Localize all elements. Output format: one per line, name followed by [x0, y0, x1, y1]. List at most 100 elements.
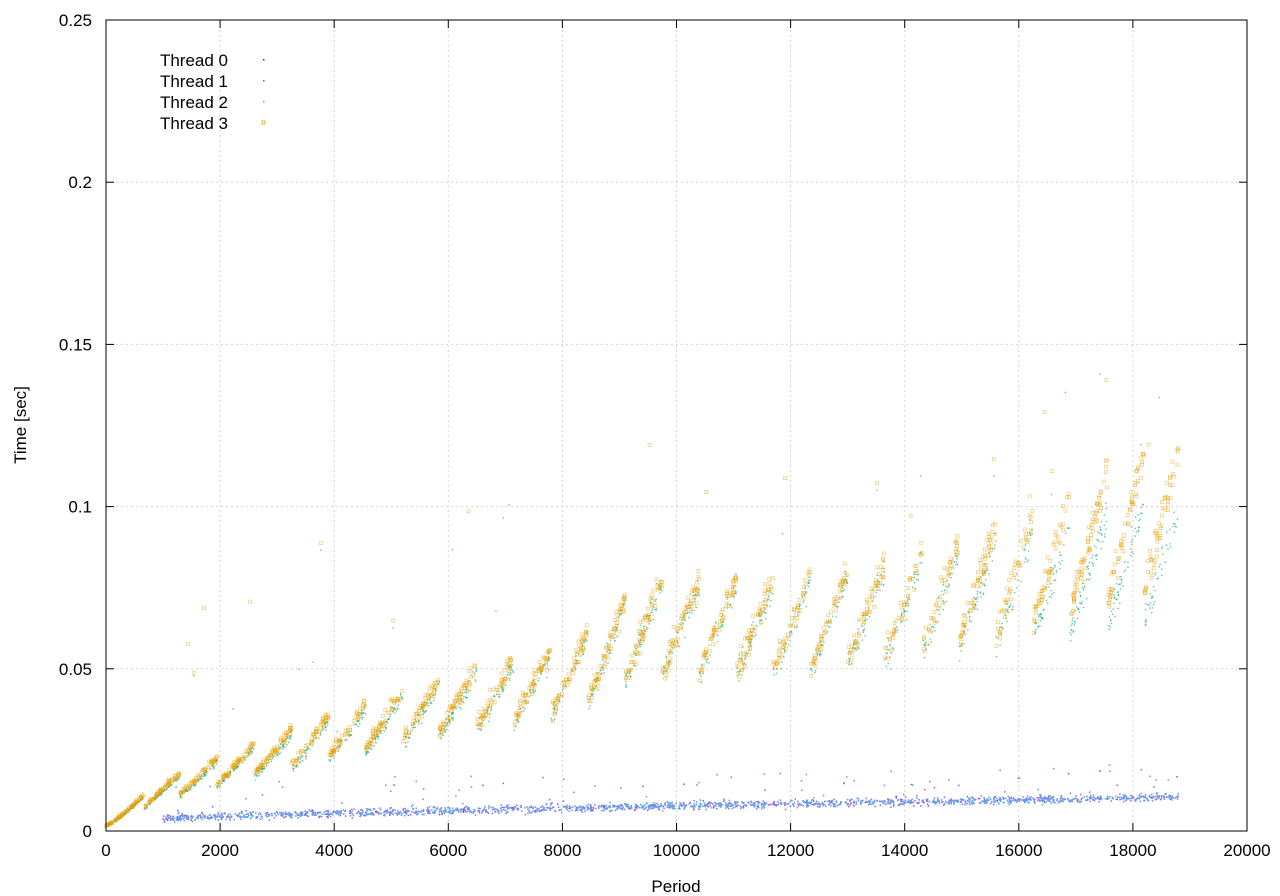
- data-point: [850, 650, 855, 655]
- data-point: [946, 802, 948, 804]
- data-point: [718, 627, 720, 630]
- data-point: [961, 625, 966, 629]
- data-point: [1130, 500, 1134, 504]
- data-point: [821, 644, 823, 647]
- data-point: [889, 643, 891, 646]
- data-point: [1043, 569, 1047, 574]
- data-point: [1128, 508, 1133, 512]
- data-point: [700, 663, 705, 668]
- data-point: [651, 611, 653, 613]
- data-point: [998, 627, 1003, 631]
- data-point: [576, 639, 581, 644]
- data-point: [1116, 598, 1118, 600]
- data-point: [720, 618, 724, 623]
- data-point: [691, 612, 693, 615]
- data-point: [319, 734, 322, 736]
- data-point: [879, 804, 882, 806]
- data-point: [223, 780, 225, 783]
- data-point: [278, 753, 280, 755]
- data-point: [321, 722, 326, 727]
- data-point: [741, 673, 743, 676]
- data-point: [480, 728, 482, 730]
- data-point: [422, 709, 424, 711]
- data-point: [659, 592, 661, 594]
- data-point: [322, 728, 325, 730]
- data-point: [522, 706, 525, 708]
- data-point: [743, 662, 746, 665]
- data-point: [502, 782, 505, 785]
- data-point: [976, 578, 981, 582]
- data-point: [877, 589, 879, 591]
- data-point: [1029, 527, 1034, 532]
- data-point: [1066, 491, 1071, 496]
- data-point: [1071, 623, 1073, 625]
- data-point: [797, 805, 800, 807]
- data-point: [735, 573, 737, 575]
- data-point: [661, 590, 663, 592]
- data-point: [1145, 623, 1147, 625]
- data-point: [689, 600, 691, 602]
- data-point: [794, 624, 798, 629]
- data-point: [835, 605, 837, 607]
- data-point: [551, 720, 553, 722]
- data-point: [422, 713, 424, 715]
- data-point: [1039, 620, 1042, 622]
- data-point: [942, 602, 945, 604]
- data-point: [949, 557, 953, 561]
- data-point: [411, 729, 413, 731]
- data-point: [396, 814, 398, 816]
- data-point: [333, 757, 335, 759]
- data-point: [1146, 570, 1151, 574]
- data-point: [1033, 610, 1038, 615]
- data-point: [818, 655, 821, 657]
- data-point: [773, 674, 775, 676]
- data-point: [585, 640, 587, 642]
- data-point: [1035, 622, 1037, 625]
- data-point: [965, 600, 970, 605]
- data-point: [1122, 521, 1127, 526]
- data-point: [823, 641, 825, 643]
- data-point: [287, 737, 289, 739]
- data-point: [963, 613, 967, 618]
- data-point: [934, 602, 938, 607]
- data-point: [820, 653, 823, 656]
- data-point: [485, 699, 490, 704]
- data-point: [725, 591, 729, 596]
- data-point: [726, 604, 731, 608]
- data-point: [276, 755, 279, 757]
- data-point: [503, 668, 507, 673]
- data-point: [915, 578, 918, 581]
- data-point: [797, 611, 799, 613]
- data-point: [831, 615, 834, 617]
- data-point: [1109, 572, 1114, 577]
- data-point: [1070, 624, 1072, 627]
- data-point: [889, 668, 892, 670]
- data-point: [562, 695, 564, 698]
- data-point: [1097, 496, 1102, 500]
- data-point: [1010, 609, 1013, 611]
- data-point: [1158, 531, 1162, 535]
- data-point: [1080, 573, 1084, 578]
- data-point: [923, 644, 925, 647]
- data-point: [1074, 610, 1077, 612]
- data-point: [500, 677, 505, 682]
- data-point: [778, 642, 781, 645]
- data-point: [617, 635, 619, 638]
- data-point: [1116, 797, 1119, 799]
- data-point: [509, 669, 511, 672]
- data-point: [1091, 557, 1093, 559]
- data-point: [442, 722, 447, 726]
- data-point: [1015, 561, 1020, 566]
- data-point: [1053, 530, 1058, 535]
- data-point: [961, 622, 965, 627]
- data-point: [901, 612, 905, 617]
- data-point: [1070, 629, 1073, 631]
- data-point: [1091, 554, 1094, 556]
- data-point: [450, 717, 455, 721]
- data-point: [1027, 513, 1032, 518]
- data-point: [200, 775, 202, 778]
- data-point: [448, 719, 451, 722]
- data-point: [609, 629, 614, 634]
- data-point: [732, 586, 735, 588]
- data-point: [752, 624, 757, 629]
